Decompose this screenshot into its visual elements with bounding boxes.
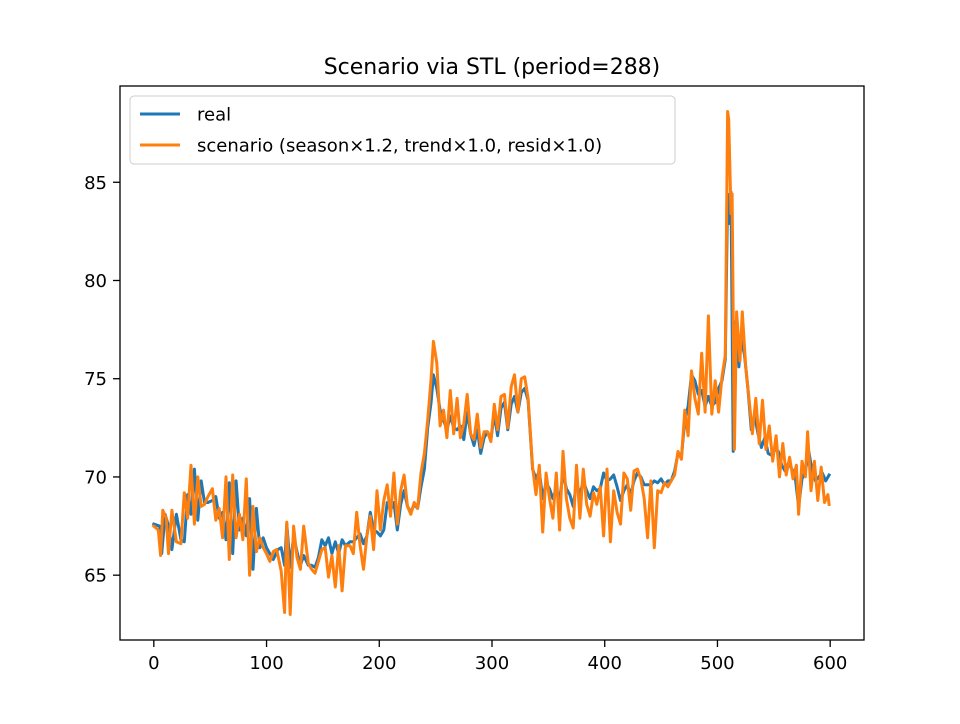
y-tick-label: 80 [84,271,107,292]
x-tick-label: 200 [362,653,396,674]
y-tick-label: 85 [84,173,107,194]
x-tick-label: 100 [249,653,283,674]
chart-title: Scenario via STL (period=288) [324,55,661,80]
legend-label: real [197,105,231,126]
y-tick-label: 70 [84,467,107,488]
x-tick-label: 500 [700,653,734,674]
series-line-scenario [151,110,831,616]
legend-box [129,95,676,165]
plot-area [151,110,832,616]
axes: 0 100 200 300 400 500 600 65 70 75 80 85 [84,85,865,674]
legend-label: scenario (season×1.2, trend×1.0, resid×1… [197,136,602,157]
x-tick-label: 600 [813,653,847,674]
y-tick-label: 65 [84,566,107,587]
x-tick-label: 400 [588,653,622,674]
legend: real scenario (season×1.2, trend×1.0, res… [129,95,676,165]
x-tick-label: 0 [148,653,159,674]
y-tick-label: 75 [84,369,107,390]
x-tick-label: 300 [475,653,509,674]
